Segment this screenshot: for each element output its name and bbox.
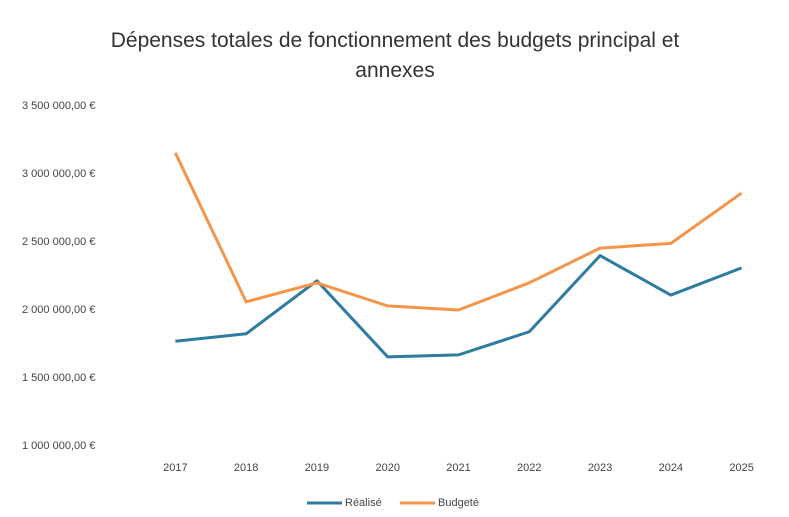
y-tick-label: 3 500 000,00 € <box>22 100 95 112</box>
x-tick-label: 2022 <box>517 462 541 474</box>
legend-label: Réalisé <box>345 497 382 509</box>
x-tick-label: 2018 <box>234 462 258 474</box>
chart-title: Dépenses totales de fonctionnement des b… <box>110 29 680 82</box>
x-tick-label: 2024 <box>659 462 683 474</box>
x-tick-label: 2017 <box>163 462 187 474</box>
x-tick-label: 2021 <box>446 462 470 474</box>
y-tick-label: 3 000 000,00 € <box>22 168 95 180</box>
x-tick-label: 2019 <box>305 462 329 474</box>
series-line <box>174 152 743 312</box>
y-tick-label: 1 500 000,00 € <box>22 372 95 384</box>
x-tick-label: 2020 <box>375 462 399 474</box>
x-tick-label: 2023 <box>588 462 612 474</box>
y-tick-label: 2 000 000,00 € <box>22 304 95 316</box>
series-line <box>175 254 743 359</box>
y-tick-label: 1 000 000,00 € <box>22 440 95 452</box>
y-tick-label: 2 500 000,00 € <box>22 236 95 248</box>
x-tick-label: 2025 <box>729 462 753 474</box>
legend-label: Budgeté <box>438 497 479 509</box>
